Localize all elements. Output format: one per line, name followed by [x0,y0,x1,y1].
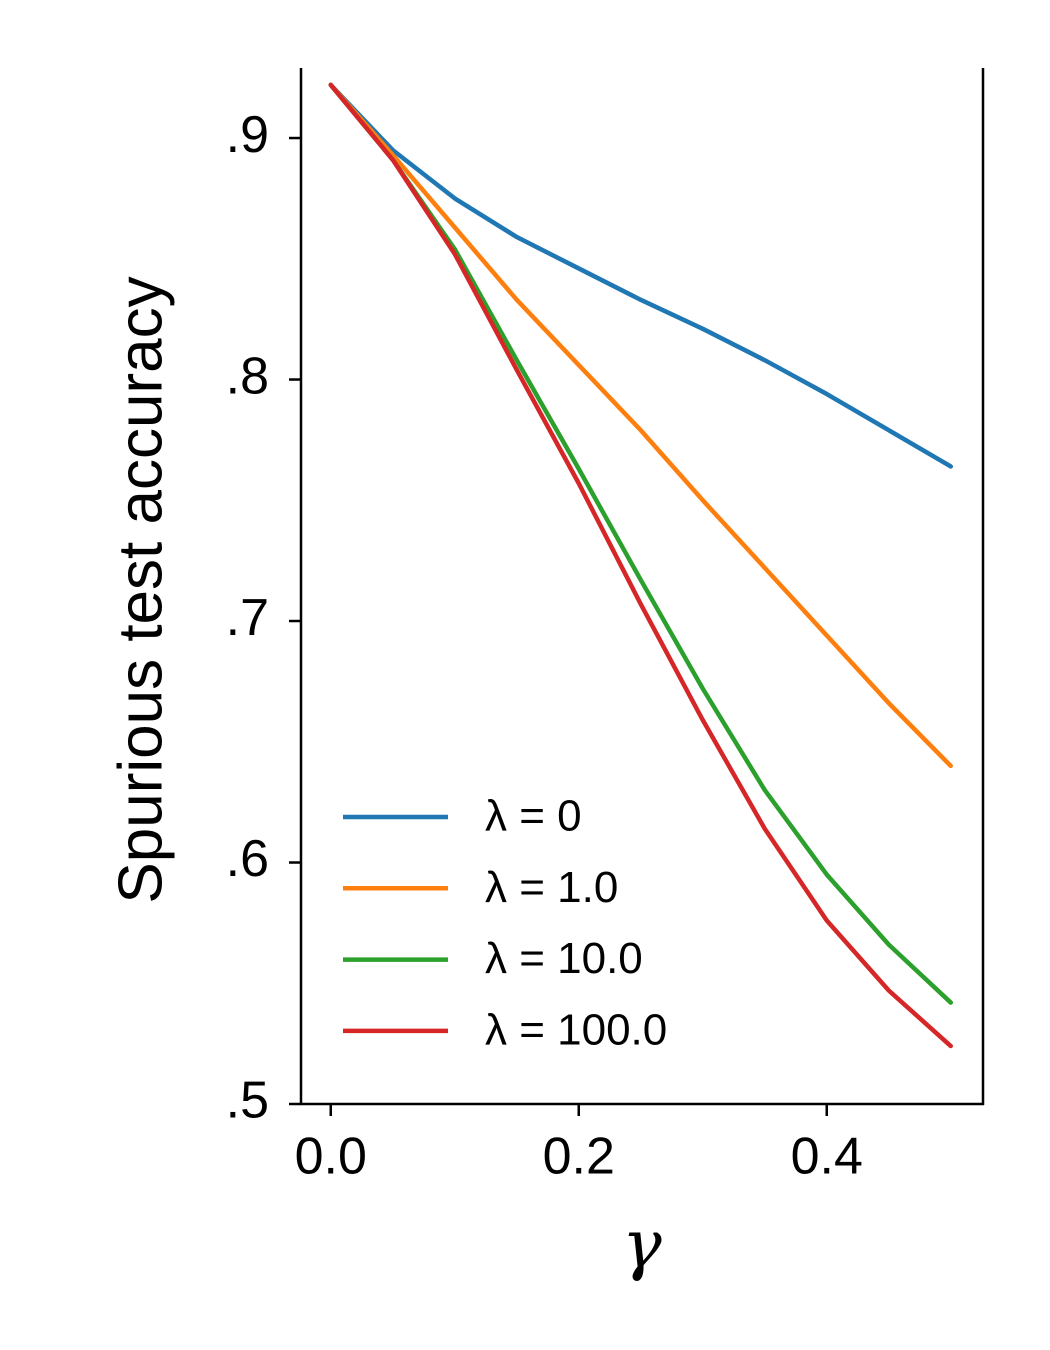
y-tick-label: .8 [226,347,269,405]
y-tick-label: .9 [226,106,269,164]
y-tick-label: .7 [226,589,269,647]
legend-label: λ = 10.0 [485,934,643,983]
series-line [328,82,954,1005]
y-axis-label: Spurious test accuracy [106,276,175,903]
x-tick-label: 0.0 [295,1128,367,1186]
x-tick-label: 0.4 [791,1128,863,1186]
legend-label: λ = 0 [485,792,582,841]
x-axis-label: γ [622,1206,662,1283]
legend-label: λ = 100.0 [485,1006,667,1055]
legend-label: λ = 1.0 [485,863,618,912]
y-tick-label: .5 [226,1072,269,1130]
x-tick-label: 0.2 [543,1128,615,1186]
series-line [328,82,954,769]
series-line [328,82,954,469]
y-tick-label: .6 [226,830,269,888]
series-line [328,82,954,1049]
